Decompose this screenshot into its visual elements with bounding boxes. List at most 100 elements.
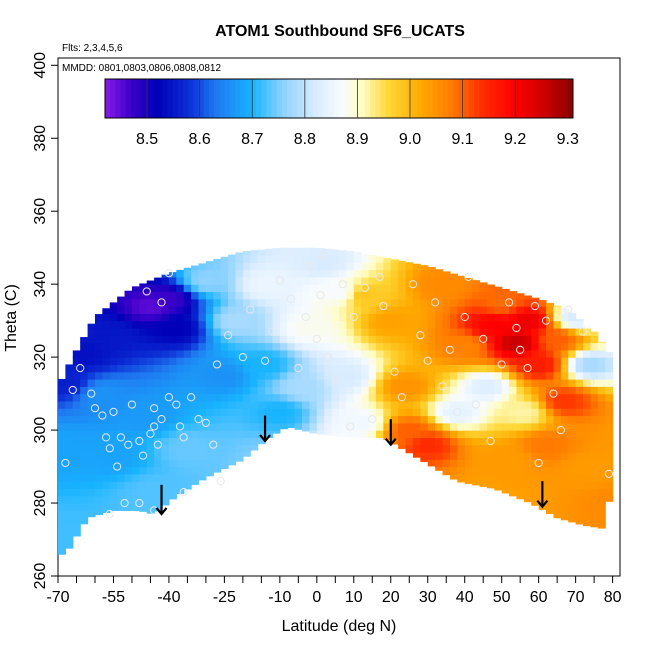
observation-point (464, 272, 473, 281)
heatmap-cell (560, 364, 569, 373)
heatmap-cell (309, 400, 318, 409)
heatmap-cell (553, 327, 562, 336)
heatmap-cell (368, 430, 377, 438)
heatmap-cell (457, 371, 466, 380)
heatmap-cell (272, 342, 281, 351)
heatmap-cell (65, 517, 74, 526)
heatmap-cell (235, 313, 244, 322)
heatmap-cell (420, 306, 429, 314)
heatmap-cell (279, 335, 288, 344)
heatmap-cell (605, 357, 614, 366)
heatmap-cell (168, 364, 177, 373)
heatmap-cell (183, 327, 192, 336)
colorbar-swatch (110, 79, 116, 118)
heatmap-cell (442, 386, 451, 395)
heatmap-cell (546, 327, 555, 336)
heatmap-cell (117, 364, 126, 373)
heatmap-cell (183, 437, 192, 446)
heatmap-cell (575, 451, 584, 460)
heatmap-cell (538, 386, 547, 395)
observation-point (120, 498, 129, 508)
heatmap-cell (87, 430, 96, 438)
heatmap-cell (146, 320, 155, 329)
heatmap-cell (605, 495, 614, 502)
heatmap-cell (464, 415, 473, 424)
heatmap-cell (176, 473, 185, 482)
heatmap-cell (198, 364, 207, 373)
heatmap-cell (383, 415, 392, 424)
heatmap-cell (412, 400, 421, 409)
observation-point (345, 422, 355, 431)
heatmap-cell (516, 306, 525, 314)
heatmap-cell (494, 488, 503, 491)
heatmap-cell (479, 379, 488, 387)
heatmap-cell (250, 335, 259, 344)
heatmap-cell (501, 430, 510, 438)
heatmap-cell (531, 379, 540, 387)
heatmap-cell (553, 386, 562, 395)
heatmap-cell (383, 320, 392, 329)
heatmap-cell (309, 364, 318, 373)
heatmap-cell (102, 473, 111, 482)
heatmap-cell (205, 430, 214, 438)
heatmap-cell (605, 488, 614, 497)
heatmap-cell (494, 335, 503, 344)
heatmap-cell (464, 291, 473, 300)
heatmap-cell (361, 415, 370, 424)
heatmap-cell (523, 364, 532, 373)
heatmap-cell (583, 451, 592, 460)
heatmap-cell (427, 267, 436, 271)
heatmap-cell (361, 262, 370, 271)
heatmap-cell (546, 349, 555, 358)
heatmap-cell (420, 364, 429, 373)
heatmap-cell (316, 254, 325, 263)
heatmap-cell (449, 422, 458, 431)
heatmap-cell (102, 386, 111, 395)
heatmap-cell (568, 422, 577, 431)
heatmap-cell (154, 393, 163, 402)
heatmap-cell (427, 393, 436, 402)
heatmap-cell (346, 262, 355, 271)
heatmap-cell (597, 451, 606, 460)
observation-point (479, 334, 488, 343)
heatmap-cell (427, 400, 436, 409)
heatmap-cell (509, 291, 518, 300)
heatmap-cell (442, 335, 451, 344)
heatmap-cell (198, 342, 207, 351)
heatmap-cell (87, 323, 96, 329)
heatmap-cell (146, 503, 155, 511)
heatmap-cell (198, 327, 207, 336)
heatmap-cell (479, 282, 488, 285)
heatmap-cell (324, 371, 333, 380)
heatmap-cell (464, 342, 473, 351)
heatmap-cell (435, 320, 444, 329)
heatmap-cell (353, 254, 362, 263)
observation-point (512, 323, 521, 333)
heatmap-cell (287, 254, 296, 263)
heatmap-cell (368, 357, 377, 366)
heatmap-cell (131, 488, 140, 497)
heatmap-cell (353, 291, 362, 300)
x-axis-label: Latitude (deg N) (282, 618, 397, 635)
heatmap-cell (124, 415, 133, 424)
heatmap-cell (368, 400, 377, 409)
heatmap-cell (168, 379, 177, 387)
heatmap-cell (583, 364, 592, 373)
heatmap-cell (287, 269, 296, 278)
heatmap-cell (375, 284, 384, 293)
heatmap-cell (494, 349, 503, 358)
heatmap-cell (575, 422, 584, 431)
heatmap-cell (265, 422, 274, 431)
heatmap-cell (220, 357, 229, 366)
heatmap-cell (560, 327, 569, 336)
heatmap-cell (575, 473, 584, 482)
colorbar-swatch (177, 79, 184, 118)
heatmap-cell (213, 451, 222, 460)
heatmap-cell (324, 393, 333, 402)
heatmap-cell (154, 306, 163, 314)
heatmap-cell (583, 503, 592, 511)
heatmap-cell (435, 364, 444, 373)
heatmap-cell (154, 327, 163, 336)
heatmap-cell (213, 386, 222, 395)
heatmap-cell (331, 249, 340, 256)
